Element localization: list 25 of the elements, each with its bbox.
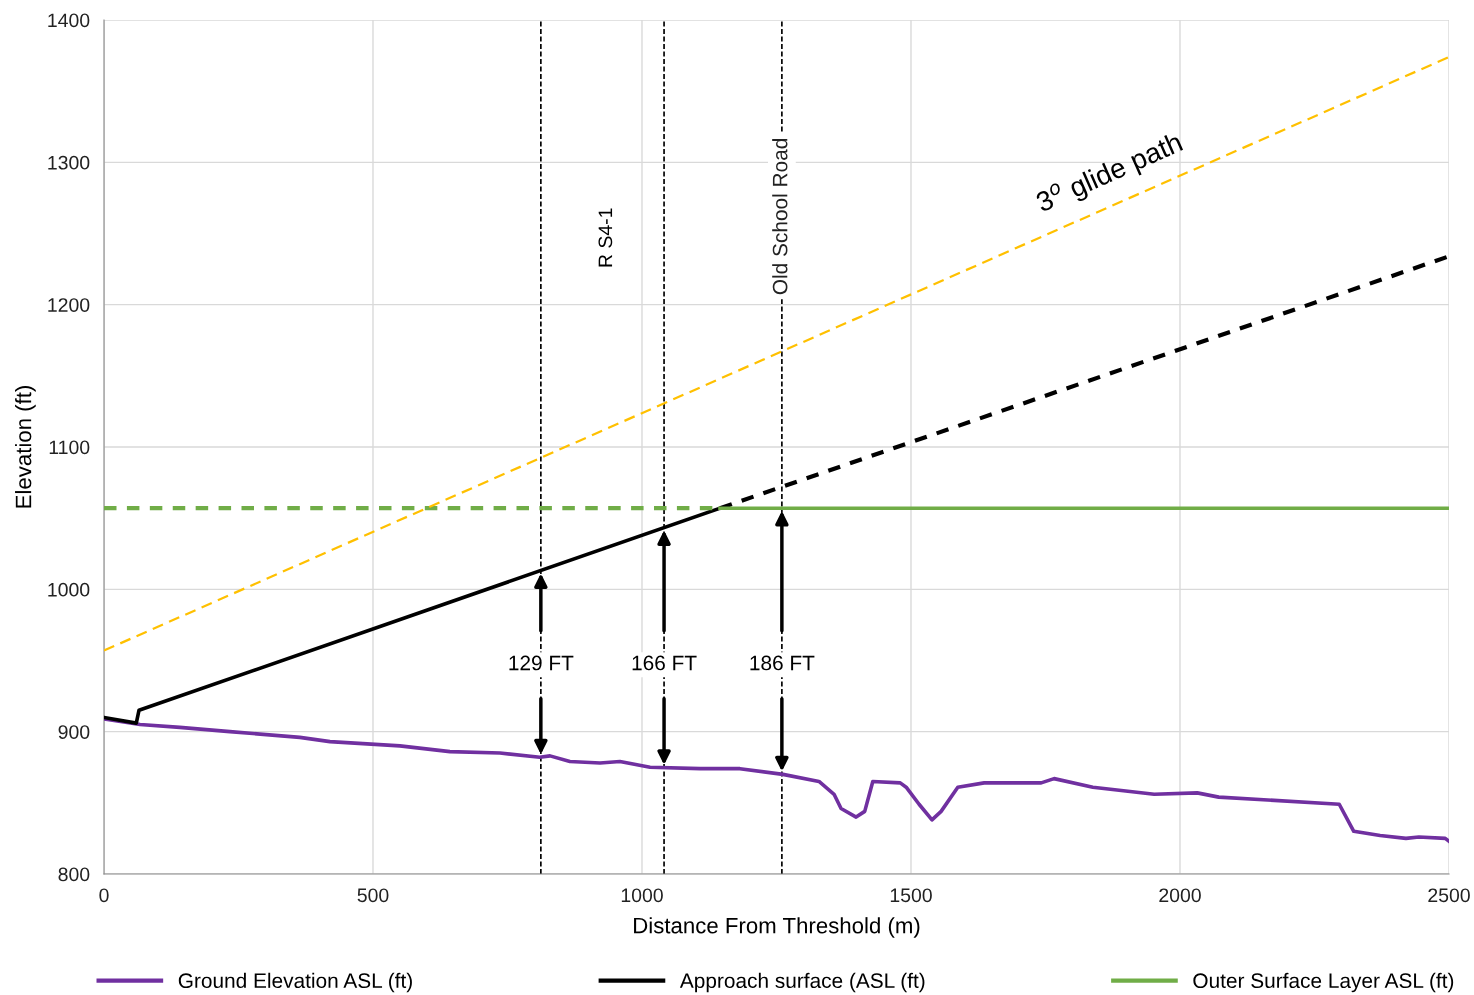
annotation: 186 FT bbox=[750, 655, 815, 671]
y-tick-label: 1000 bbox=[48, 582, 90, 597]
ref-line-label: Old School Road bbox=[772, 139, 788, 295]
y-tick-label: 1400 bbox=[48, 13, 90, 28]
annotation: 129 FT bbox=[509, 655, 574, 671]
y-axis-title: Elevation (ft) bbox=[15, 386, 36, 508]
x-axis-title: Distance From Threshold (m) bbox=[634, 917, 920, 938]
annotation: 3$^{o}$ glide path bbox=[1033, 130, 1186, 218]
x-tick-label: 1000 bbox=[621, 888, 663, 903]
x-tick-label: 2000 bbox=[1159, 888, 1201, 903]
y-tick-label: 1100 bbox=[49, 440, 90, 455]
y-tick-label: 800 bbox=[58, 867, 90, 882]
legend-label: Approach surface (ASL (ft) bbox=[679, 972, 925, 993]
y-tick-label: 1200 bbox=[48, 298, 90, 312]
x-tick-label: 2500 bbox=[1428, 888, 1470, 903]
x-tick-label: 1500 bbox=[890, 888, 932, 903]
y-tick-label: 900 bbox=[58, 725, 90, 739]
x-tick-label: 500 bbox=[357, 888, 389, 903]
y-tick-label: 1300 bbox=[48, 155, 90, 170]
legend-label: Outer Surface Layer ASL (ft) bbox=[1193, 972, 1454, 993]
line-series bbox=[104, 717, 1449, 844]
annotation: R S4-1 bbox=[598, 208, 613, 267]
legend-label: Ground Elevation ASL (ft) bbox=[178, 972, 412, 993]
x-tick-label: 0 bbox=[99, 888, 109, 903]
annotation: 166 FT bbox=[632, 655, 697, 671]
